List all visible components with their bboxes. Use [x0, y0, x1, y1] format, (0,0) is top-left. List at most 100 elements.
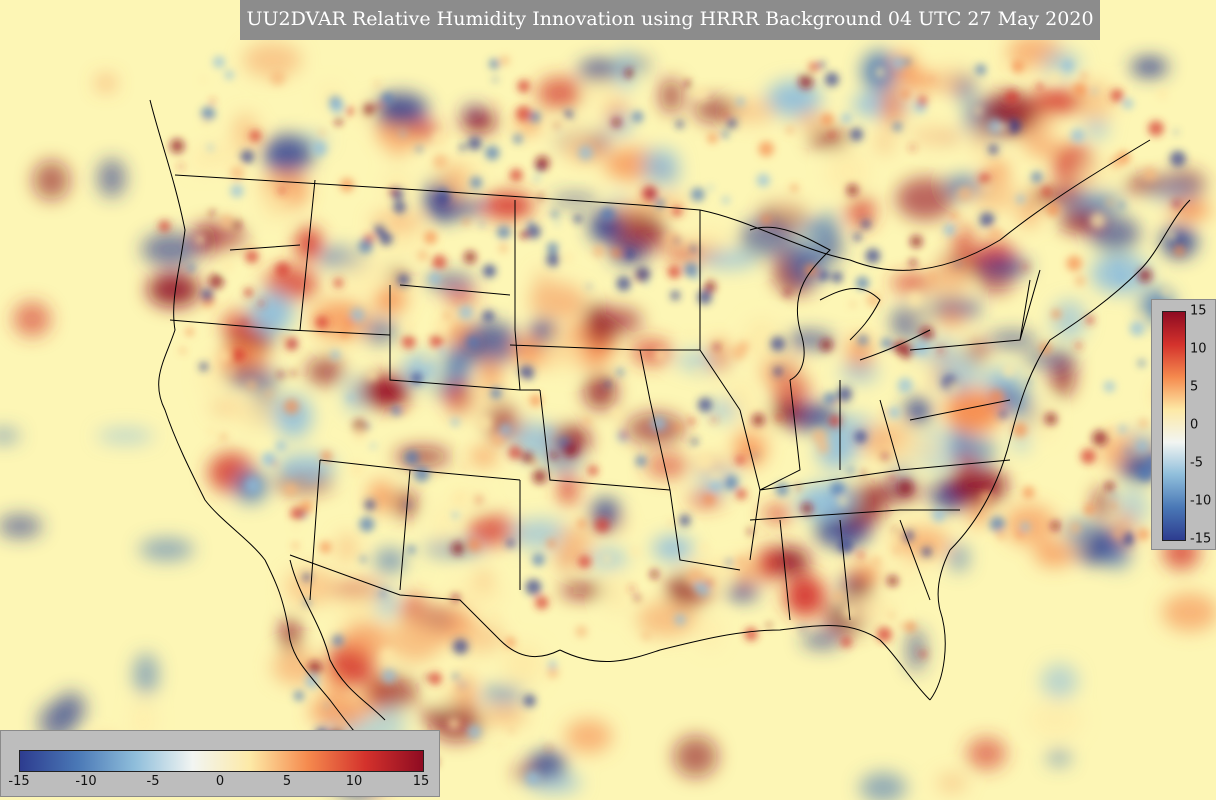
innovation-blob	[841, 594, 896, 625]
innovation-blob	[1032, 403, 1052, 438]
innovation-speck	[983, 183, 990, 190]
innovation-speck	[1092, 430, 1108, 447]
innovation-speck	[546, 242, 559, 254]
innovation-speck	[448, 718, 460, 730]
innovation-speck	[451, 541, 465, 556]
innovation-speck	[1173, 200, 1180, 208]
innovation-speck	[374, 223, 387, 237]
innovation-blob	[1084, 121, 1109, 138]
innovation-blob	[584, 374, 617, 410]
innovation-blob	[527, 772, 582, 794]
innovation-speck	[594, 517, 610, 533]
innovation-speck	[747, 528, 754, 535]
innovation-speck	[683, 262, 699, 278]
innovation-speck	[535, 595, 549, 610]
innovation-blob	[13, 301, 51, 337]
innovation-speck	[482, 264, 496, 278]
innovation-blob	[693, 97, 740, 123]
innovation-speck	[491, 434, 504, 447]
innovation-speck	[1115, 272, 1126, 283]
innovation-blob	[374, 548, 406, 573]
innovation-speck	[434, 319, 448, 333]
innovation-speck	[1066, 255, 1082, 272]
innovation-speck	[738, 340, 750, 353]
innovation-speck	[249, 129, 262, 142]
innovation-blob	[931, 258, 970, 299]
colorbar-h-tick: 15	[412, 774, 430, 789]
innovation-speck	[721, 130, 729, 139]
innovation-speck	[1088, 179, 1092, 183]
colorbar-h-tick: 10	[345, 774, 363, 789]
innovation-speck	[452, 673, 459, 680]
innovation-speck	[517, 79, 531, 93]
innovation-speck	[531, 459, 538, 466]
innovation-speck	[823, 392, 837, 405]
innovation-blob	[947, 467, 1007, 505]
innovation-blob	[784, 574, 826, 617]
innovation-speck	[811, 428, 828, 444]
innovation-speck	[424, 674, 429, 680]
innovation-speck	[931, 508, 946, 523]
innovation-blob	[979, 258, 1030, 275]
innovation-blob	[818, 211, 838, 247]
innovation-speck	[699, 542, 709, 553]
innovation-speck	[727, 118, 737, 129]
innovation-speck	[735, 488, 747, 500]
innovation-blob	[334, 249, 385, 292]
innovation-blob	[889, 434, 945, 461]
innovation-blob	[232, 397, 278, 431]
innovation-blob	[565, 719, 612, 754]
innovation-blob	[893, 527, 950, 559]
innovation-speck	[461, 465, 466, 471]
innovation-speck	[467, 136, 482, 151]
innovation-blob	[446, 380, 473, 416]
innovation-blob	[770, 398, 806, 426]
innovation-speck	[508, 445, 523, 460]
innovation-speck	[513, 134, 523, 144]
innovation-speck	[919, 650, 927, 658]
innovation-speck	[362, 103, 376, 117]
innovation-speck	[320, 450, 333, 463]
innovation-speck	[577, 519, 586, 528]
innovation-speck	[850, 301, 856, 307]
innovation-speck	[616, 276, 632, 291]
innovation-blob	[139, 538, 194, 561]
innovation-blob	[1034, 541, 1074, 567]
innovation-blob	[971, 116, 992, 153]
innovation-blob	[688, 228, 729, 253]
innovation-speck	[210, 99, 215, 104]
innovation-speck	[429, 334, 444, 349]
innovation-blob	[1016, 197, 1041, 228]
innovation-speck	[892, 122, 903, 132]
innovation-blob	[358, 375, 411, 409]
innovation-speck	[1016, 194, 1026, 204]
innovation-speck	[577, 555, 592, 569]
innovation-speck	[1085, 315, 1095, 325]
innovation-speck	[470, 176, 483, 189]
innovation-speck	[987, 118, 1004, 134]
innovation-speck	[1112, 494, 1117, 498]
innovation-field	[0, 35, 1216, 800]
innovation-speck	[489, 58, 500, 70]
innovation-speck	[857, 551, 865, 559]
innovation-speck	[1114, 263, 1122, 271]
innovation-blob	[949, 544, 969, 572]
innovation-speck	[600, 207, 615, 222]
innovation-speck	[1051, 309, 1062, 319]
innovation-speck	[1069, 522, 1082, 534]
innovation-blob	[1004, 504, 1057, 546]
innovation-speck	[332, 634, 344, 647]
innovation-blob	[954, 454, 975, 469]
innovation-speck	[462, 218, 470, 226]
innovation-speck	[482, 198, 487, 203]
innovation-blob	[923, 297, 982, 320]
innovation-speck	[696, 453, 713, 470]
innovation-blob	[875, 131, 894, 155]
innovation-speck	[693, 85, 709, 101]
innovation-speck	[785, 125, 795, 135]
innovation-blob	[0, 428, 20, 443]
innovation-speck	[635, 266, 651, 282]
innovation-speck	[707, 133, 718, 144]
innovation-speck	[1005, 118, 1022, 134]
